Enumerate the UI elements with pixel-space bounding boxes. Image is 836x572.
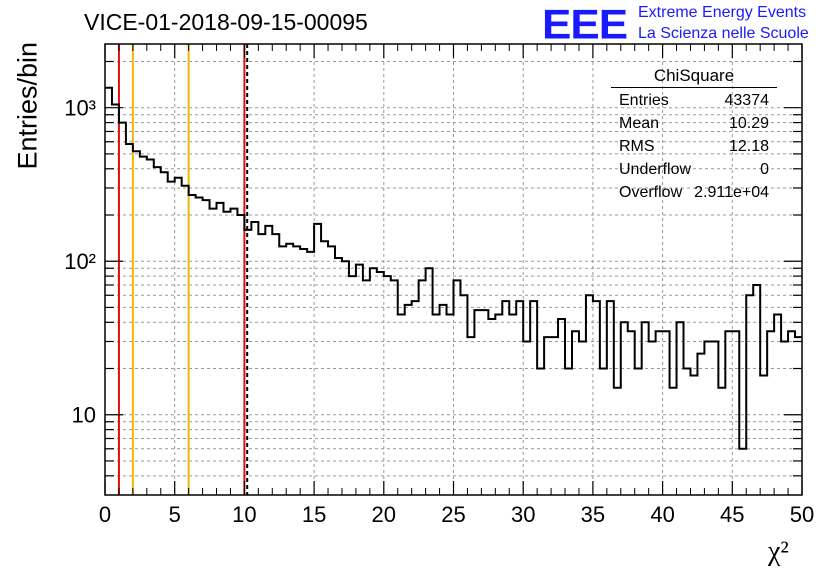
stats-row: Overflow 2.911e+04: [611, 182, 777, 205]
histogram-line: [105, 86, 802, 450]
stats-value: 12.18: [728, 138, 769, 155]
stats-value: 2.911e+04: [694, 184, 769, 201]
stats-value: 43374: [724, 92, 770, 109]
stats-key: Underflow: [619, 161, 692, 178]
stats-row: Mean 10.29: [611, 113, 777, 136]
stats-key: Entries: [619, 92, 669, 109]
stats-row: Entries 43374: [611, 90, 777, 113]
stats-key: Overflow: [619, 184, 683, 201]
y-tick-label: 10: [72, 403, 96, 428]
y-axis-label: Entries/bin: [12, 41, 43, 170]
x-tick-label: 50: [790, 502, 814, 527]
x-axis-label: χ²: [768, 536, 789, 567]
x-tick-label: 15: [302, 502, 326, 527]
x-tick-label: 30: [511, 502, 535, 527]
stats-key: Mean: [619, 115, 660, 132]
x-tick-label: 40: [650, 502, 674, 527]
y-tick-label: 10²: [64, 249, 96, 274]
y-tick-label: 10³: [64, 96, 96, 121]
reference-lines: [117, 44, 249, 495]
stats-row: RMS 12.18: [611, 136, 777, 159]
stats-key: RMS: [619, 138, 655, 155]
page-title: VICE-01-2018-09-15-00095: [84, 9, 368, 35]
eee-logo: EEE: [542, 1, 628, 48]
stats-title: ChiSquare: [611, 66, 777, 88]
x-tick-label: 0: [99, 502, 111, 527]
stats-value: 10.29: [728, 115, 769, 132]
stats-box: ChiSquare Entries 43374 Mean 10.29 RMS 12.1…: [611, 66, 777, 205]
stats-row: Underflow 0: [611, 159, 777, 182]
x-tick-label: 10: [232, 502, 256, 527]
x-tick-label: 5: [169, 502, 181, 527]
logo-line2: La Scienza nelle Scuole: [638, 25, 809, 42]
axis-ticks: 0 5 10 15 20 25 30 35 40 45 50 10 10² 10³: [64, 44, 814, 527]
x-tick-label: 45: [720, 502, 744, 527]
x-tick-label: 35: [581, 502, 605, 527]
logo-line1: Extreme Energy Events: [638, 4, 807, 21]
stats-value: 0: [760, 161, 769, 178]
x-tick-label: 25: [441, 502, 465, 527]
x-tick-label: 20: [372, 502, 396, 527]
grid-lines: [105, 44, 802, 495]
